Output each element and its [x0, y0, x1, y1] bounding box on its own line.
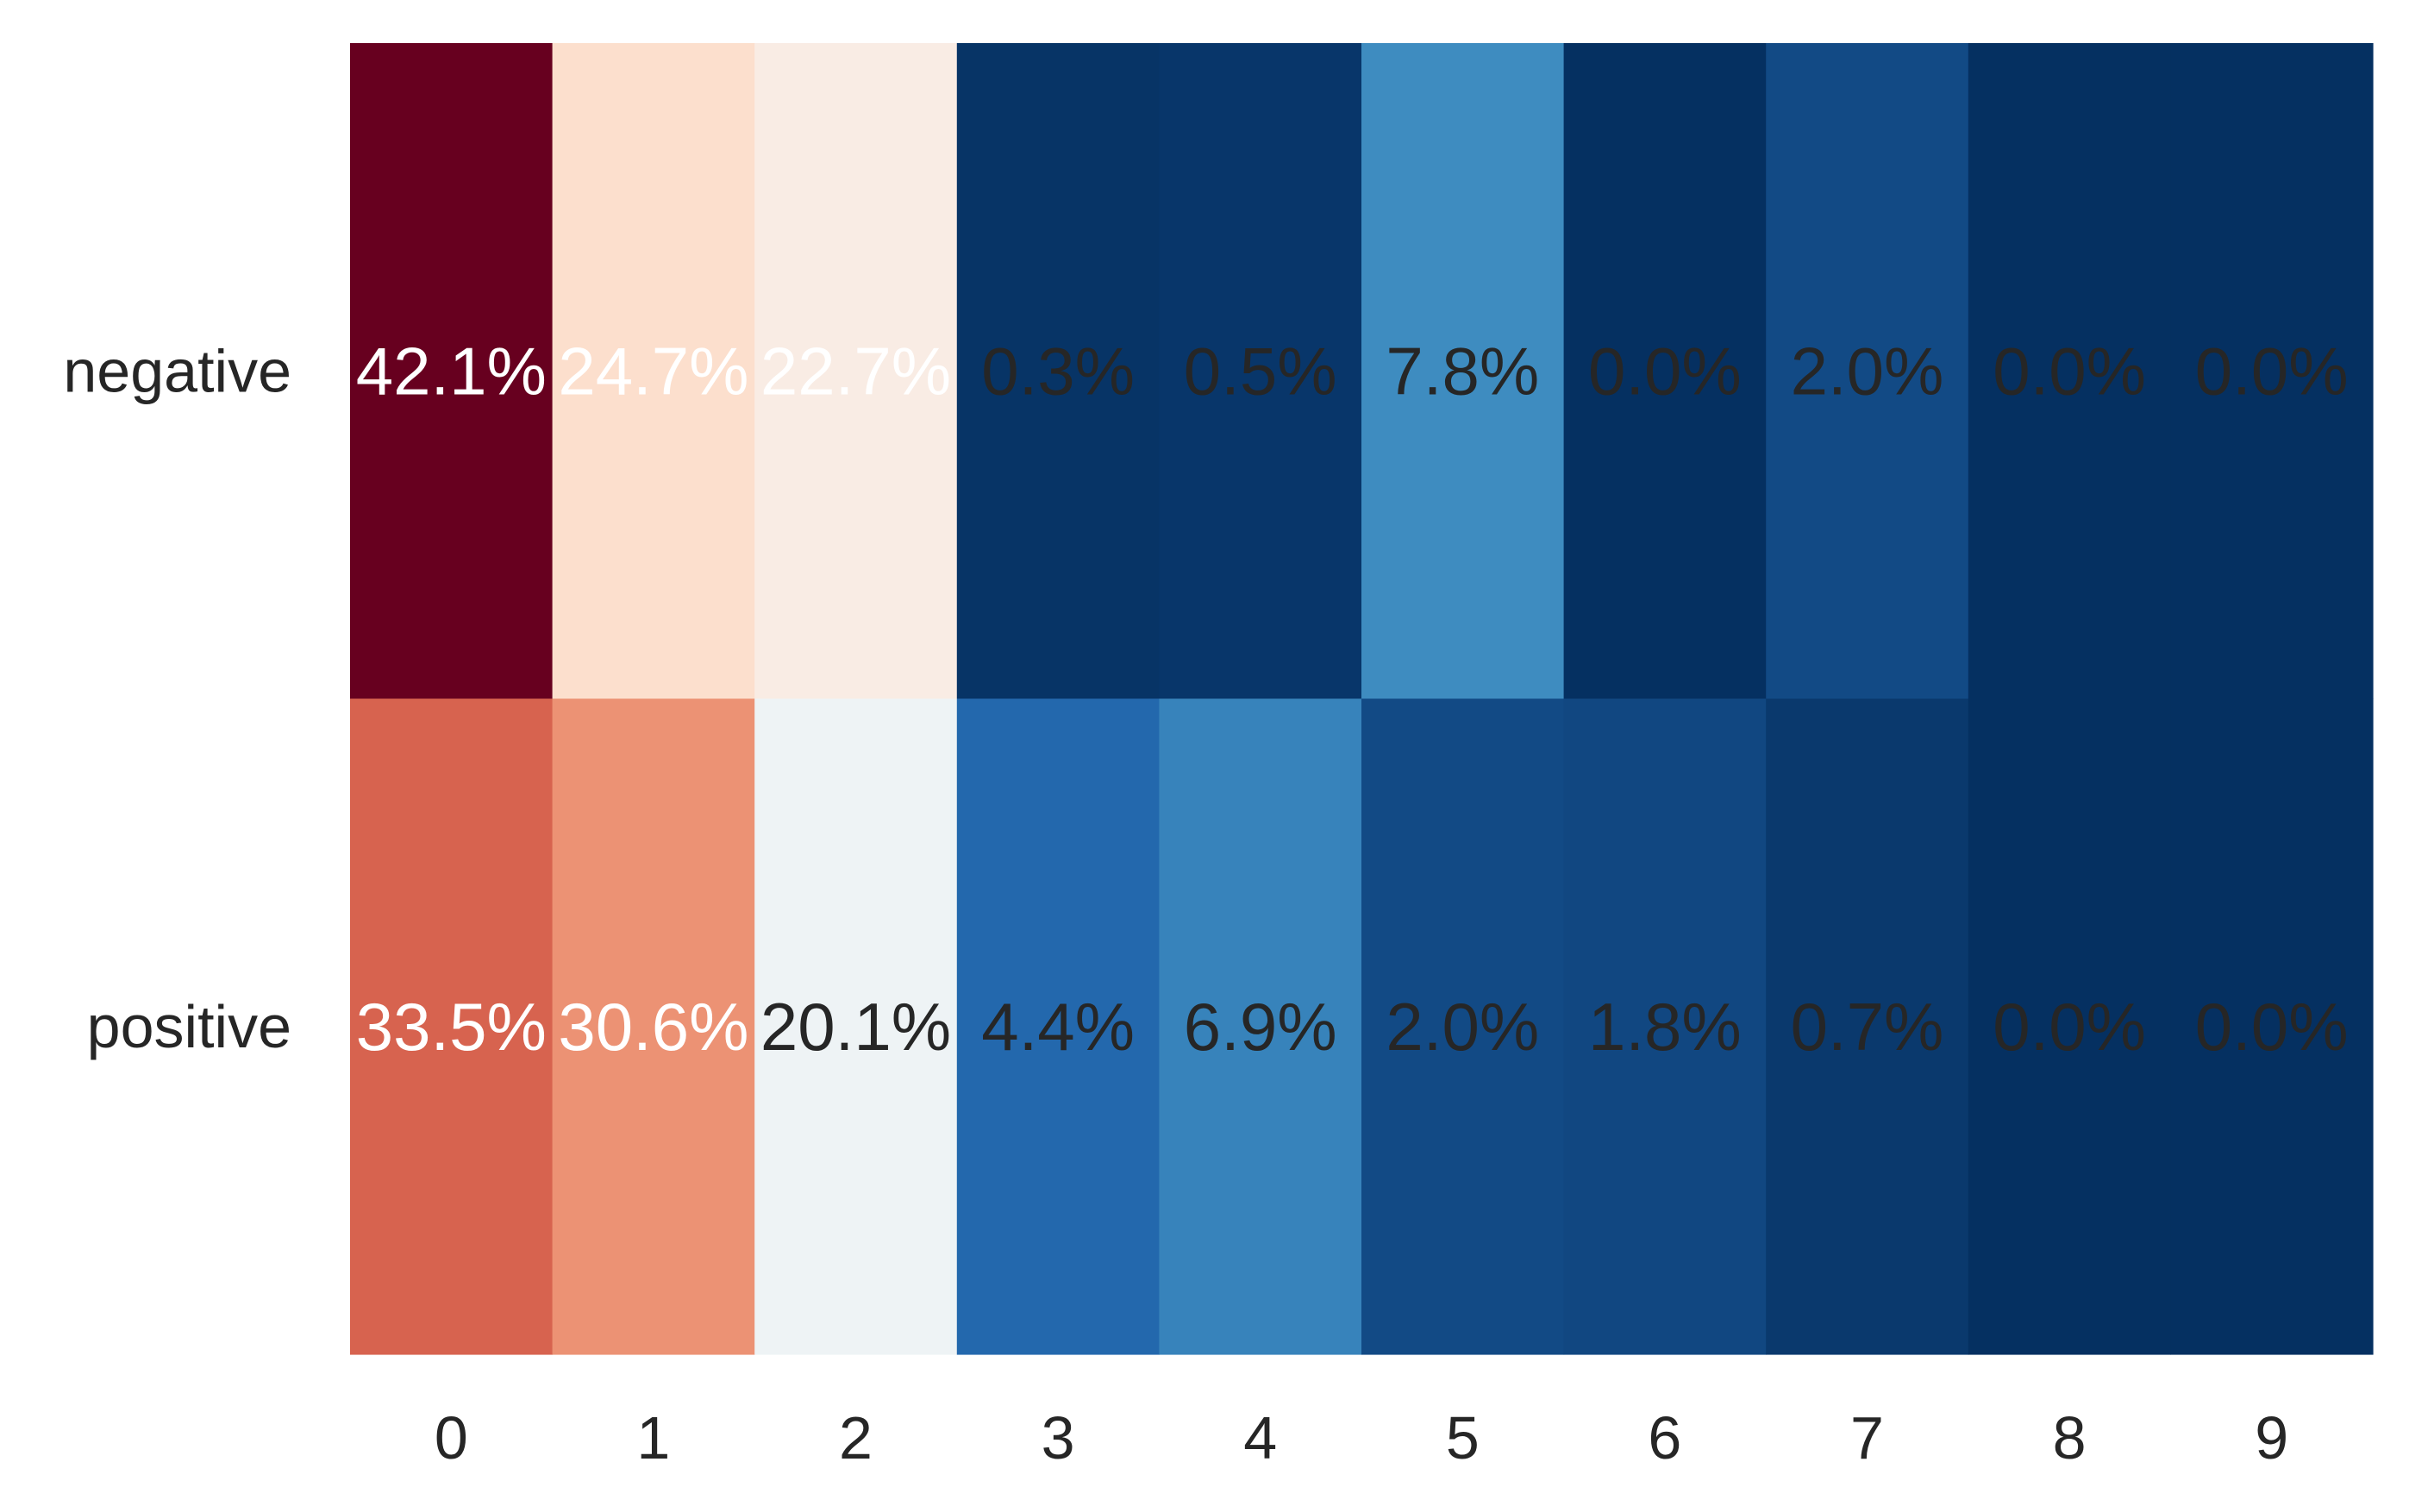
cell-value-label: 7.8% [1386, 333, 1539, 409]
x-tick-label-3: 3 [1042, 1404, 1075, 1471]
heatmap-cell-labels: 42.1% 24.7% 22.7% 0.3% 0.5% 7.8% 0.0% 2.0% 0.0% 0… [356, 333, 2349, 1065]
cell-value-label: 33.5% [356, 989, 547, 1065]
x-tick-label-6: 6 [1648, 1404, 1681, 1471]
cell-value-label: 20.1% [760, 989, 951, 1065]
heatmap-cell-negative-3 [956, 43, 1160, 700]
cell-value-label: 0.0% [1993, 989, 2146, 1065]
cell-value-label: 24.7% [558, 333, 748, 409]
heatmap-cell-positive-3 [956, 698, 1160, 1355]
x-tick-label-5: 5 [1446, 1404, 1480, 1471]
x-tick-label-9: 9 [2255, 1404, 2288, 1471]
heatmap-cell-negative-6 [1563, 43, 1767, 700]
heatmap-cell-negative-5 [1361, 43, 1565, 700]
cell-value-label: 4.4% [981, 989, 1135, 1065]
cell-value-label: 2.0% [1386, 989, 1539, 1065]
heatmap-cell-positive-2 [754, 698, 958, 1355]
heatmap-cell-positive-9 [2170, 698, 2374, 1355]
x-tick-label-1: 1 [636, 1404, 670, 1471]
heatmap-cell-negative-1 [552, 43, 755, 700]
heatmap-cell-positive-8 [1968, 698, 2171, 1355]
cell-value-label: 42.1% [356, 333, 547, 409]
heatmap-cells [350, 43, 2374, 1355]
cell-value-label: 2.0% [1791, 333, 1944, 409]
x-tick-label-4: 4 [1243, 1404, 1277, 1471]
heatmap-cell-positive-6 [1563, 698, 1767, 1355]
cell-value-label: 6.9% [1184, 989, 1337, 1065]
x-tick-label-8: 8 [2053, 1404, 2087, 1471]
cell-value-label: 0.0% [1993, 333, 2146, 409]
heatmap-cell-negative-2 [754, 43, 958, 700]
heatmap-cell-negative-7 [1766, 43, 1969, 700]
cell-value-label: 0.0% [1588, 333, 1742, 409]
x-axis-tick-labels: 0 1 2 3 4 5 6 7 8 9 [435, 1404, 2288, 1471]
x-tick-label-7: 7 [1850, 1404, 1884, 1471]
y-axis-tick-labels: negative positive [63, 337, 291, 1060]
cell-value-label: 1.8% [1588, 989, 1742, 1065]
heatmap-cell-negative-0 [350, 43, 554, 700]
y-tick-label-positive: positive [87, 993, 291, 1060]
x-tick-label-0: 0 [435, 1404, 468, 1471]
cell-value-label: 0.7% [1791, 989, 1944, 1065]
heatmap-cell-negative-4 [1159, 43, 1362, 700]
heatmap-cell-positive-5 [1361, 698, 1565, 1355]
heatmap-cell-positive-1 [552, 698, 755, 1355]
cell-value-label: 30.6% [558, 989, 748, 1065]
heatmap-cell-negative-9 [2170, 43, 2374, 700]
cell-value-label: 22.7% [760, 333, 951, 409]
y-tick-label-negative: negative [63, 337, 291, 404]
cell-value-label: 0.5% [1184, 333, 1337, 409]
heatmap-cell-positive-7 [1766, 698, 1969, 1355]
cell-value-label: 0.0% [2195, 989, 2349, 1065]
cell-value-label: 0.0% [2195, 333, 2349, 409]
x-tick-label-2: 2 [839, 1404, 873, 1471]
cell-value-label: 0.3% [981, 333, 1135, 409]
heatmap-cell-positive-4 [1159, 698, 1362, 1355]
heatmap-cell-negative-8 [1968, 43, 2171, 700]
heatmap-cell-positive-0 [350, 698, 554, 1355]
